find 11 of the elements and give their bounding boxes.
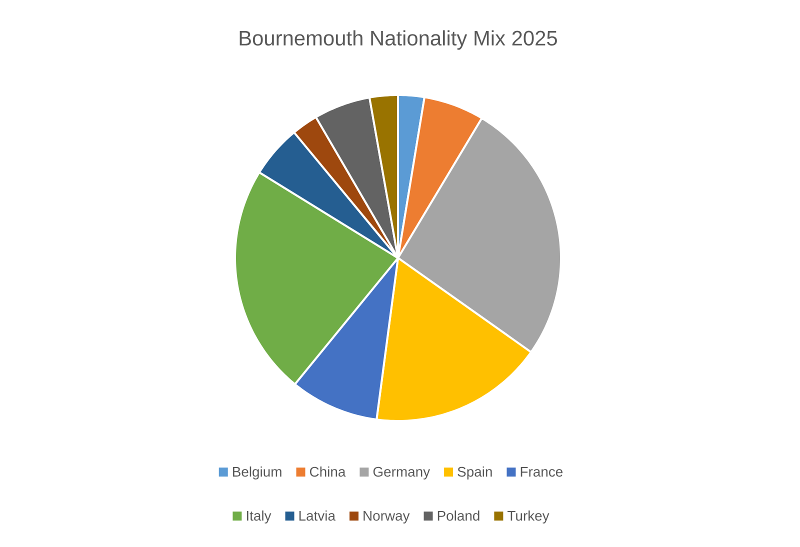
legend-label: China — [310, 466, 346, 477]
legend-label: Latvia — [299, 510, 336, 521]
legend-label: Spain — [458, 466, 492, 480]
legend-label: Norway — [364, 510, 410, 524]
legend-label: Italy — [246, 510, 272, 524]
legend-label: France — [520, 466, 563, 477]
chart-title: Bournemouth Nationality Mix 2025 — [240, 30, 557, 50]
legend-label: Poland — [438, 510, 480, 521]
legend-label: Turkey — [508, 510, 550, 524]
legend-label: Belgium — [233, 466, 282, 480]
legend-label: Germany — [373, 466, 430, 480]
